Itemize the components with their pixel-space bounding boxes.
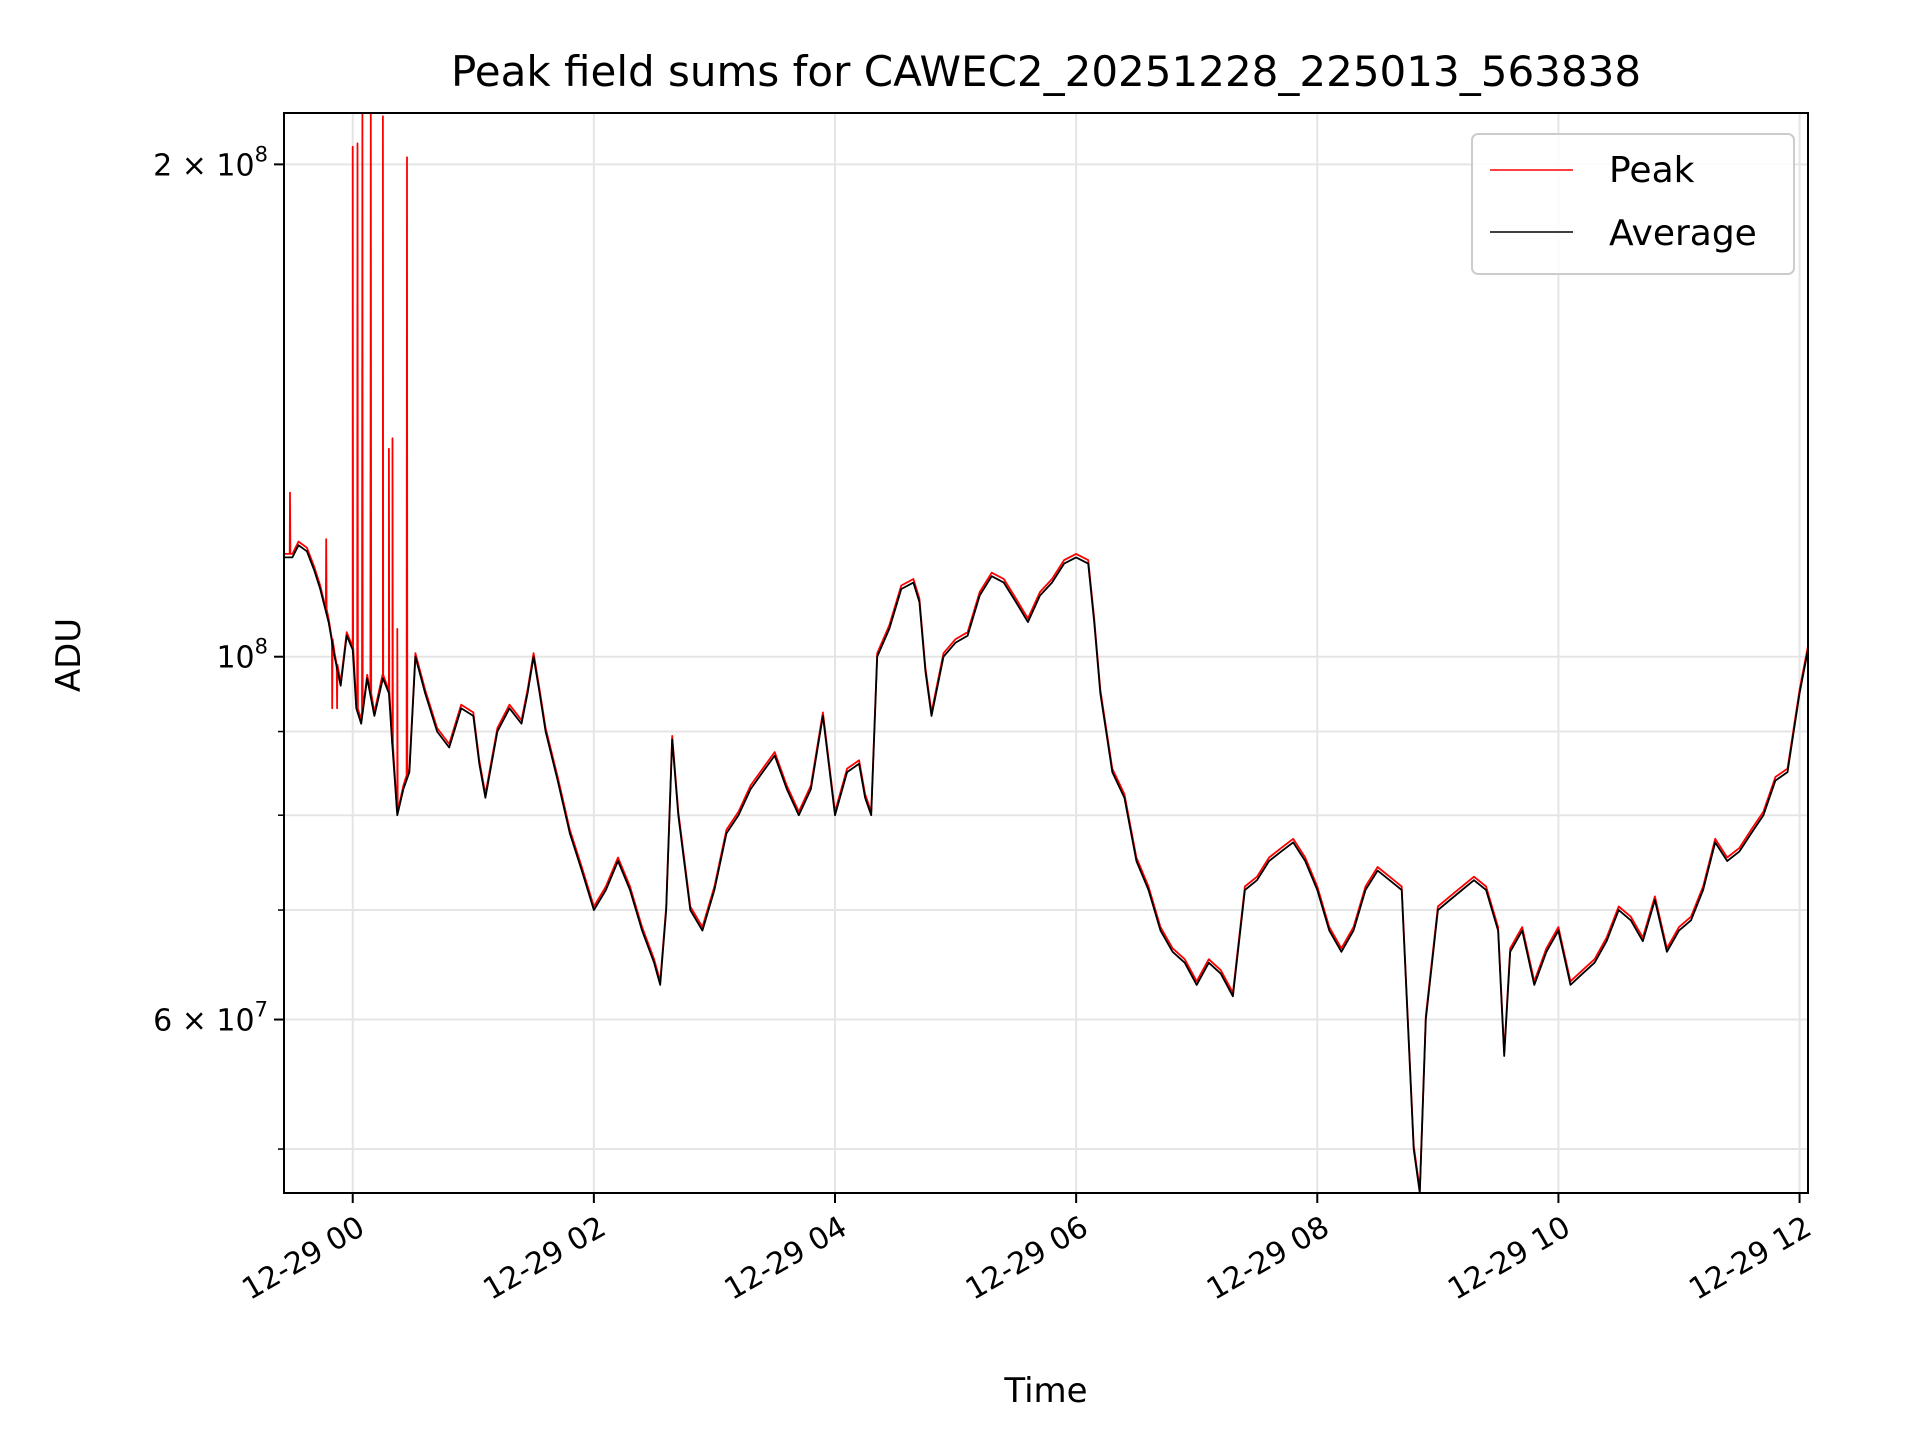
legend: Peak Average [1471, 133, 1795, 275]
legend-box [1471, 133, 1795, 275]
legend-peak-label: Peak [1609, 150, 1695, 191]
y-tick-label-base: 10 [216, 641, 254, 676]
y-tick-label: 2 × 108 [153, 142, 268, 183]
series-average-line [284, 544, 1808, 1193]
y-tick-label-base: 2 × 10 [153, 148, 254, 183]
series-peak-line [284, 113, 1808, 1191]
y-axis-label: ADU [49, 618, 89, 692]
y-tick-label: 6 × 107 [153, 998, 268, 1039]
series-layer [284, 113, 1808, 1193]
y-tick-label-exponent: 7 [255, 998, 268, 1022]
chart-title: Peak field sums for CAWEC2_20251228_2250… [451, 47, 1641, 96]
legend-average-label: Average [1609, 213, 1757, 254]
y-tick-label: 108 [216, 635, 268, 676]
y-tick-label-exponent: 8 [255, 635, 268, 659]
y-tick-label-exponent: 8 [255, 142, 268, 166]
grid [284, 113, 1808, 1193]
x-axis-label: Time [1003, 1371, 1087, 1411]
plot-frame [283, 112, 1809, 1194]
y-tick-label-base: 6 × 10 [153, 1004, 254, 1039]
